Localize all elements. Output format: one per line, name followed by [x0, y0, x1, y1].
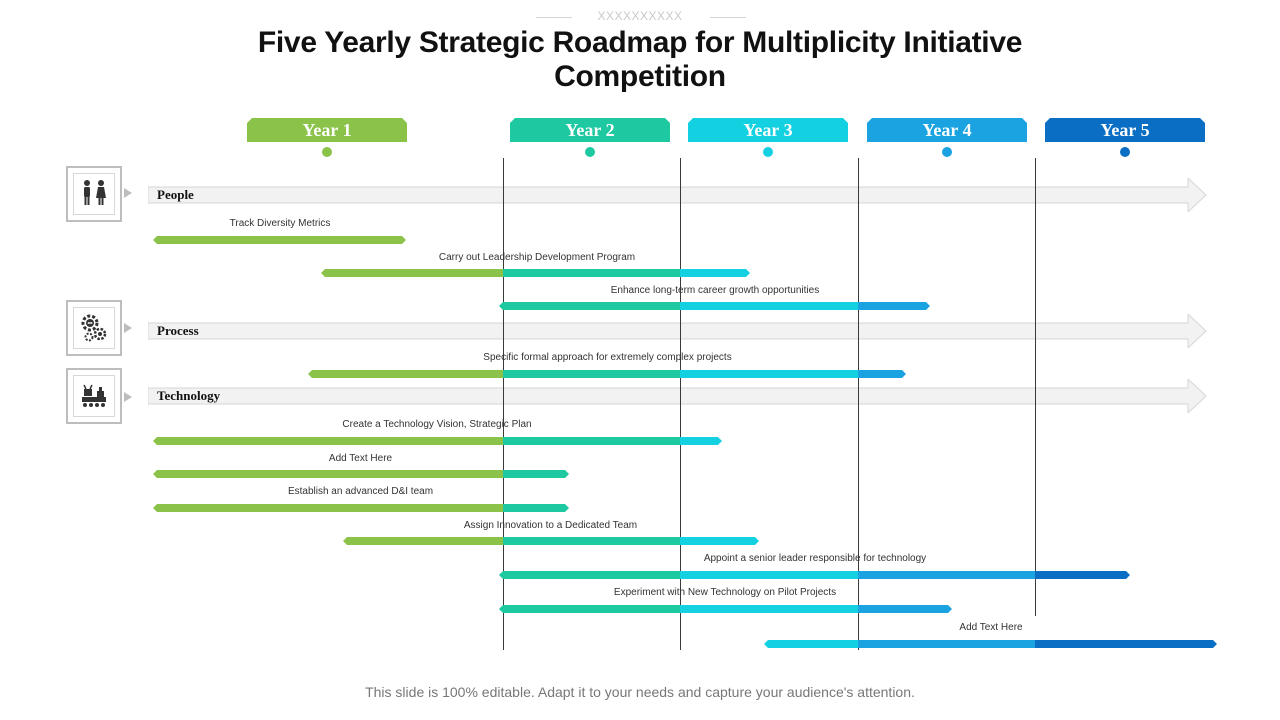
- year-tab-3: Year 3: [688, 118, 848, 142]
- task-label-9: Appoint a senior leader responsible for …: [703, 553, 927, 564]
- decoration-line-right: [710, 17, 746, 18]
- year-tab-1: Year 1: [247, 118, 407, 142]
- decoration-text: XXXXXXXXXX: [597, 9, 683, 23]
- year-divider-3: [858, 158, 859, 650]
- category-icon-box-process: [66, 300, 122, 356]
- category-pointer-technology: [124, 392, 132, 402]
- title-decoration: XXXXXXXXXX: [0, 8, 1280, 26]
- category-arrow-process: [148, 314, 1207, 348]
- task-bar-11: [764, 640, 1217, 648]
- year-dot-1: [322, 147, 332, 157]
- category-pointer-process: [124, 323, 132, 333]
- year-divider-4: [1035, 158, 1036, 616]
- task-label-1: Track Diversity Metrics: [229, 218, 331, 229]
- task-bar-7: [153, 504, 569, 512]
- task-label-11: Add Text Here: [959, 622, 1023, 633]
- task-label-8: Assign Innovation to a Dedicated Team: [463, 520, 638, 531]
- category-label-process: Process: [157, 323, 199, 338]
- year-tab-2: Year 2: [510, 118, 670, 142]
- technology-icon: [82, 384, 106, 407]
- task-label-2: Carry out Leadership Development Program: [438, 252, 636, 263]
- year-dot-2: [585, 147, 595, 157]
- category-icon-box-people: [66, 166, 122, 222]
- year-dot-3: [763, 147, 773, 157]
- category-icon-box-technology: [66, 368, 122, 424]
- category-label-people: People: [157, 187, 194, 202]
- task-bar-8: [343, 537, 759, 545]
- category-pointer-people: [124, 188, 132, 198]
- decoration-line-left: [536, 17, 572, 18]
- task-bar-2: [321, 269, 750, 277]
- gears-icon: [81, 314, 107, 342]
- slide-title: Five Yearly Strategic Roadmap for Multip…: [257, 26, 1023, 93]
- task-bar-4: [308, 370, 906, 378]
- task-label-5: Create a Technology Vision, Strategic Pl…: [342, 419, 532, 430]
- task-label-4: Specific formal approach for extremely c…: [483, 352, 732, 363]
- task-label-3: Enhance long-term career growth opportun…: [610, 285, 820, 296]
- task-bar-10: [499, 605, 952, 613]
- footer-note: This slide is 100% editable. Adapt it to…: [365, 684, 915, 700]
- year-tab-4: Year 4: [867, 118, 1027, 142]
- task-label-10: Experiment with New Technology on Pilot …: [613, 587, 837, 598]
- task-label-7: Establish an advanced D&I team: [287, 486, 434, 497]
- task-bar-1: [153, 236, 406, 244]
- year-tab-5: Year 5: [1045, 118, 1205, 142]
- task-bar-9: [499, 571, 1130, 579]
- year-divider-1: [503, 158, 504, 650]
- task-bar-3: [499, 302, 930, 310]
- task-label-6: Add Text Here: [328, 453, 393, 464]
- year-dot-4: [942, 147, 952, 157]
- category-label-technology: Technology: [157, 388, 221, 403]
- year-dot-5: [1120, 147, 1130, 157]
- people-icon: [84, 180, 106, 205]
- task-bar-6: [153, 470, 569, 478]
- category-arrow-technology: [148, 379, 1207, 413]
- category-arrow-people: [148, 178, 1207, 212]
- task-bar-5: [153, 437, 722, 445]
- year-divider-2: [680, 158, 681, 650]
